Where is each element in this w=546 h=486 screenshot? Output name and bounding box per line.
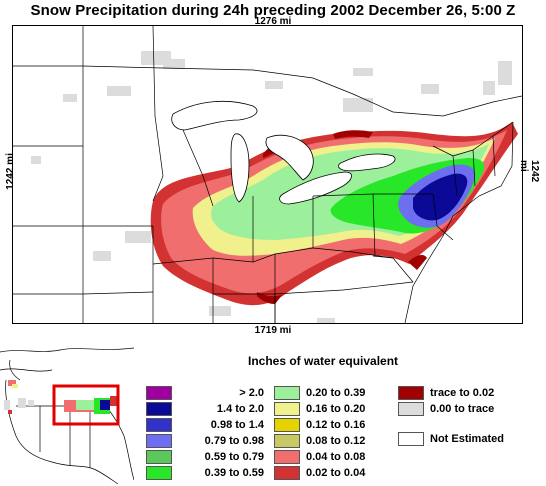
legend-swatch bbox=[146, 401, 172, 416]
legend-label: 0.08 to 0.12 bbox=[306, 434, 366, 447]
legend-label: 0.02 to 0.04 bbox=[306, 466, 366, 479]
legend-swatch bbox=[274, 465, 300, 480]
legend-title: Inches of water equivalent bbox=[248, 354, 399, 368]
legend-label: 0.59 to 0.79 bbox=[204, 450, 264, 463]
precip-darkblue-band bbox=[413, 173, 468, 221]
legend-label: > 2.0 bbox=[239, 386, 264, 399]
legend-label: trace to 0.02 bbox=[430, 386, 495, 399]
legend-item-1-4-to-2-0: 1.4 to 2.0 bbox=[146, 401, 264, 416]
legend-item-0-12-to-0-16: 0.12 to 0.16 bbox=[274, 417, 365, 432]
legend-item-0-00-to-trace: 0.00 to trace bbox=[398, 401, 494, 416]
right-height-label: 1242 mi bbox=[518, 160, 540, 183]
inset-overview-map bbox=[0, 340, 134, 484]
legend-swatch bbox=[274, 417, 300, 432]
legend-swatch bbox=[146, 465, 172, 480]
legend-label: 0.16 to 0.20 bbox=[306, 402, 366, 415]
legend-label: 0.98 to 1.4 bbox=[210, 418, 264, 431]
legend-item-0-02-to-0-04: 0.02 to 0.04 bbox=[274, 465, 365, 480]
legend-swatch bbox=[398, 431, 424, 446]
legend-item-0-08-to-0-12: 0.08 to 0.12 bbox=[274, 433, 365, 448]
legend-item-not-estimated: Not Estimated bbox=[398, 431, 504, 446]
legend-item-over-2: > 2.0 bbox=[146, 385, 264, 400]
legend-swatch bbox=[146, 433, 172, 448]
legend-item-0-04-to-0-08: 0.04 to 0.08 bbox=[274, 449, 365, 464]
legend-swatch bbox=[274, 433, 300, 448]
legend-swatch bbox=[274, 401, 300, 416]
inset-region-highlight bbox=[52, 384, 120, 426]
legend-item-0-98-to-1-4: 0.98 to 1.4 bbox=[146, 417, 264, 432]
legend-item-trace-to-0-02: trace to 0.02 bbox=[398, 385, 494, 400]
snow-precipitation-map bbox=[12, 25, 523, 324]
great-lakes bbox=[171, 100, 396, 205]
bottom-width-label: 1719 mi bbox=[254, 325, 292, 336]
legend-item-0-79-to-0-98: 0.79 to 0.98 bbox=[146, 433, 264, 448]
legend-label: 0.12 to 0.16 bbox=[306, 418, 366, 431]
legend-label: 0.00 to trace bbox=[430, 402, 495, 415]
legend-label: 0.39 to 0.59 bbox=[204, 466, 264, 479]
legend-label: Not Estimated bbox=[430, 432, 504, 445]
legend-label: 0.04 to 0.08 bbox=[306, 450, 366, 463]
legend-swatch bbox=[398, 385, 424, 400]
political-borders bbox=[13, 26, 522, 323]
legend-item-0-16-to-0-20: 0.16 to 0.20 bbox=[274, 401, 365, 416]
legend-swatch bbox=[398, 401, 424, 416]
legend-swatch bbox=[274, 449, 300, 464]
legend-item-0-59-to-0-79: 0.59 to 0.79 bbox=[146, 449, 264, 464]
legend-label: 0.79 to 0.98 bbox=[204, 434, 264, 447]
legend-label: 0.20 to 0.39 bbox=[306, 386, 366, 399]
legend-swatch bbox=[146, 385, 172, 400]
legend-item-0-20-to-0-39: 0.20 to 0.39 bbox=[274, 385, 365, 400]
left-height-label: 1242 mi bbox=[4, 153, 16, 190]
legend-swatch bbox=[146, 449, 172, 464]
legend-label: 1.4 to 2.0 bbox=[216, 402, 264, 415]
top-width-label: 1276 mi bbox=[254, 16, 292, 27]
legend-swatch bbox=[146, 417, 172, 432]
map-title: Snow Precipitation during 24h preceding … bbox=[30, 2, 516, 19]
inset-precip bbox=[4, 380, 118, 414]
legend-swatch bbox=[274, 385, 300, 400]
inset-coastlines bbox=[0, 347, 134, 484]
legend-item-0-39-to-0-59: 0.39 to 0.59 bbox=[146, 465, 264, 480]
